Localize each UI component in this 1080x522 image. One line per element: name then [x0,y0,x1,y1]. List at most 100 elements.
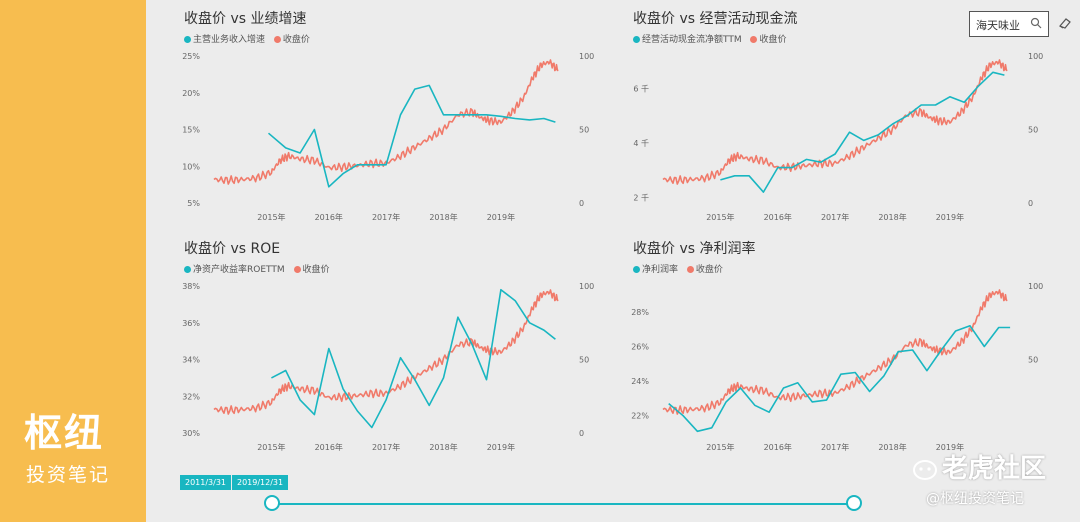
legend-item-teal[interactable]: 经营活动现金流净额TTM [633,35,742,45]
legend-dot-icon [750,36,758,43]
legend-item-salmon[interactable]: 收盘价 [750,35,787,45]
legend-dot-icon [293,266,301,273]
y-left-tick-label: 22% [631,412,649,421]
series-line-primary [720,71,1005,193]
y-left-tick-label: 15% [182,126,200,135]
chart-legend: 净资产收益率ROETTM 收盘价 [184,262,336,275]
chart-title: 收盘价 vs 业绩增速 [184,11,307,27]
series-line-primary [267,84,556,188]
eraser-icon[interactable] [1058,16,1072,30]
y-left-tick-label: 6 千 [633,84,649,94]
legend-item-teal[interactable]: 净资产收益率ROETTM [184,265,285,275]
y-right-tick-label: 100 [579,52,594,61]
y-left-tick-label: 30% [182,429,200,438]
legend-label: 收盘价 [759,35,787,45]
series-line-price [213,59,559,185]
y-right-tick-label: 50 [579,126,589,135]
legend-label: 净利润率 [642,265,679,275]
legend-item-salmon[interactable]: 收盘价 [686,265,723,275]
x-tick-label: 2017年 [821,212,849,222]
chart-title: 收盘价 vs 经营活动现金流 [633,11,798,27]
legend-dot-icon [184,36,191,43]
x-tick-label: 2016年 [315,442,343,452]
watermark-site: 老虎社区 [912,448,1046,485]
y-right-tick-label: 50 [1028,126,1038,135]
y-left-tick-label: 38% [182,282,200,291]
y-left-tick-label: 34% [182,356,200,365]
x-tick-label: 2016年 [315,212,343,222]
brand-subtitle: 投资笔记 [26,464,111,486]
y-right-tick-label: 0 [579,429,584,438]
stock-filter-value: 海天味业 [976,19,1020,32]
legend-item-salmon[interactable]: 收盘价 [293,265,330,275]
y-right-tick-label: 0 [579,199,584,208]
y-left-tick-label: 36% [182,319,200,328]
y-right-tick-label: 100 [1028,52,1043,61]
y-right-tick-label: 50 [1028,356,1038,365]
chart-title: 收盘价 vs ROE [184,241,281,257]
x-tick-label: 2015年 [257,212,285,222]
legend-label: 收盘价 [302,265,330,275]
legend-dot-icon [633,36,640,43]
series-line-primary [271,288,556,429]
line-chart: 28% 26% 24% 22% 100 50 2015年 2016年 2017年 2018年 201… [631,282,1043,452]
legend-label: 主营业务收入增速 [193,35,266,45]
series-line-primary [668,324,1011,433]
x-tick-label: 2019年 [487,442,515,452]
date-range-end-handle[interactable] [846,495,862,511]
series-line-price [213,289,559,415]
brand-sidebar: 枢纽 投资笔记 [0,0,146,522]
brand-title: 枢纽 [24,410,105,455]
x-tick-label: 2018年 [878,212,906,222]
watermark-site-text: 老虎社区 [942,454,1047,484]
x-tick-label: 2019年 [936,442,964,452]
series-line-price [662,59,1008,185]
y-right-tick-label: 0 [1028,199,1033,208]
x-tick-label: 2017年 [821,442,849,452]
y-left-tick-label: 4 千 [633,138,649,148]
chart-legend: 主营业务收入增速 收盘价 [184,32,316,45]
legend-label: 经营活动现金流净额TTM [642,35,742,45]
chart-title: 收盘价 vs 净利润率 [633,241,756,257]
y-left-tick-label: 10% [182,162,200,171]
line-chart: 38% 36% 34% 32% 30% 100 50 0 2015年 2016年 2017年 2018… [182,282,594,452]
y-left-tick-label: 28% [631,308,649,317]
legend-dot-icon [686,266,694,273]
x-tick-label: 2018年 [429,442,457,452]
y-right-tick-label: 100 [579,282,594,291]
date-range-slider-track[interactable] [272,503,854,505]
x-tick-label: 2017年 [372,212,400,222]
series-line-price [662,289,1008,415]
slider-end-label: 2019/12/31 [232,475,289,490]
legend-item-teal[interactable]: 净利润率 [633,265,678,275]
legend-item-teal[interactable]: 主营业务收入增速 [184,35,265,45]
y-left-tick-label: 26% [631,343,649,352]
x-tick-label: 2015年 [257,442,285,452]
x-tick-label: 2016年 [764,212,792,222]
x-tick-label: 2015年 [706,442,734,452]
stock-filter-box[interactable]: 海天味业 [969,11,1049,37]
tiger-logo-icon [913,459,937,480]
legend-item-salmon[interactable]: 收盘价 [273,35,310,45]
date-range-start-handle[interactable] [264,495,280,511]
chart-legend: 经营活动现金流净额TTM 收盘价 [633,32,793,45]
x-tick-label: 2019年 [487,212,515,222]
y-right-tick-label: 100 [1028,282,1043,291]
x-tick-label: 2015年 [706,212,734,222]
y-left-tick-label: 32% [182,392,200,401]
x-tick-label: 2018年 [878,442,906,452]
y-left-tick-label: 25% [182,52,200,61]
x-tick-label: 2016年 [764,442,792,452]
legend-label: 收盘价 [695,265,723,275]
legend-dot-icon [184,266,191,273]
legend-label: 收盘价 [282,35,310,45]
y-left-tick-label: 24% [631,377,649,386]
y-left-tick-label: 20% [182,89,200,98]
y-left-tick-label: 2 千 [633,193,649,203]
x-tick-label: 2017年 [372,442,400,452]
y-left-tick-label: 5% [187,199,200,208]
slider-start-label: 2011/3/31 [180,475,232,490]
x-tick-label: 2018年 [429,212,457,222]
search-icon[interactable] [1030,17,1042,29]
legend-label: 净资产收益率ROETTM [193,265,285,275]
